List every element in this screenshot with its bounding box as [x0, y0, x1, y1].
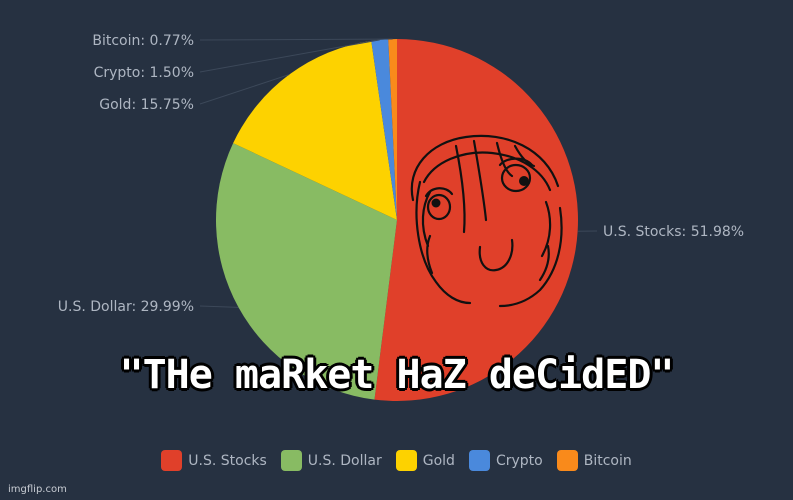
slice-label-bitcoin: Bitcoin: 0.77%	[92, 33, 194, 49]
legend-label: U.S. Stocks	[188, 452, 267, 469]
legend-item-u-s-dollar[interactable]: U.S. Dollar	[280, 450, 382, 471]
pie-slice-bitcoin	[388, 39, 397, 220]
slice-label-u-s-dollar: U.S. Dollar: 29.99%	[58, 299, 194, 315]
pie-slice-u-s-stocks	[374, 39, 578, 401]
legend-label: U.S. Dollar	[307, 452, 382, 469]
leader-line-u-s-dollar	[199, 305, 239, 308]
pie-slice-u-s-dollar	[215, 143, 397, 400]
slice-label-gold: Gold: 15.75%	[99, 97, 194, 113]
legend-label: Bitcoin	[583, 452, 632, 469]
legend-swatch	[468, 450, 490, 471]
legend-swatch	[556, 450, 578, 471]
meme-caption: "THe maRket HaZ deCidED"	[119, 352, 675, 398]
pie-slices	[215, 39, 578, 401]
slice-labels: U.S. Stocks: 51.98% U.S. Dollar: 29.99% Go…	[58, 33, 744, 315]
pie-slice-gold	[233, 40, 397, 221]
face-right-pupil	[519, 176, 529, 186]
legend-swatch	[395, 450, 417, 471]
leader-line-bitcoin	[199, 38, 393, 41]
rage-face-smile-icon	[410, 134, 563, 308]
legend-item-crypto[interactable]: Crypto	[468, 450, 543, 471]
legend-item-bitcoin[interactable]: Bitcoin	[556, 450, 632, 471]
leader-line-gold	[199, 74, 290, 105]
legend-label: Crypto	[495, 452, 543, 469]
face-left-pupil	[431, 198, 441, 208]
slice-label-crypto: Crypto: 1.50%	[94, 65, 194, 81]
legend-item-u-s-stocks[interactable]: U.S. Stocks	[161, 450, 267, 471]
legend-label: Gold	[422, 452, 455, 469]
leader-line-crypto	[199, 39, 380, 73]
chart-legend: U.S. Stocks U.S. Dollar Gold Crypto Bitcoin	[0, 450, 793, 471]
pie-slice-crypto	[371, 39, 397, 220]
legend-swatch	[280, 450, 302, 471]
watermark: imgflip.com	[8, 484, 67, 495]
leader-lines	[199, 38, 598, 308]
legend-swatch	[161, 450, 183, 471]
slice-label-u-s-stocks: U.S. Stocks: 51.98%	[603, 224, 744, 240]
legend-item-gold[interactable]: Gold	[395, 450, 455, 471]
